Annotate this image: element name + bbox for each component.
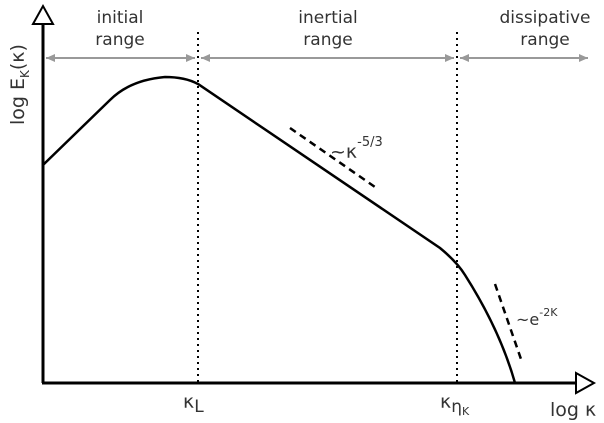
annotation-base: ~e (516, 310, 539, 329)
marker-label: κL (183, 391, 204, 417)
annotation-sup: -2K (539, 306, 558, 319)
x-axis-label: log κ (550, 399, 596, 421)
decay-line (493, 283, 524, 363)
slope-line (289, 126, 376, 189)
region-label: range (95, 30, 144, 50)
decay-annotation: ~e-2K (516, 306, 558, 329)
x-axis-arrow (575, 371, 597, 395)
region-label: range (520, 30, 569, 50)
region-label: initial (97, 8, 144, 28)
marker-symbol: κ (183, 391, 194, 413)
spectrum-curve (42, 75, 517, 384)
annotation-sup: -5/3 (357, 135, 383, 150)
region-label: range (303, 30, 352, 50)
slope-annotation: ~κ-5/3 (330, 135, 383, 163)
y-axis-label: log EK(κ) (7, 44, 32, 125)
y-label-sub: K (18, 69, 32, 78)
annotation-base: ~κ (330, 141, 357, 163)
marker-label: κηK (440, 391, 470, 418)
y-axis-arrow (31, 3, 55, 25)
y-label-rest: (κ) (7, 44, 29, 70)
marker-symbol: κ (440, 391, 451, 413)
marker-sub: L (194, 397, 204, 417)
marker-subsub: K (462, 405, 470, 418)
marker-sub: η (451, 397, 462, 417)
y-label-main: log E (7, 78, 29, 125)
region-label: dissipative (499, 8, 590, 28)
region-label: inertial (298, 8, 357, 28)
